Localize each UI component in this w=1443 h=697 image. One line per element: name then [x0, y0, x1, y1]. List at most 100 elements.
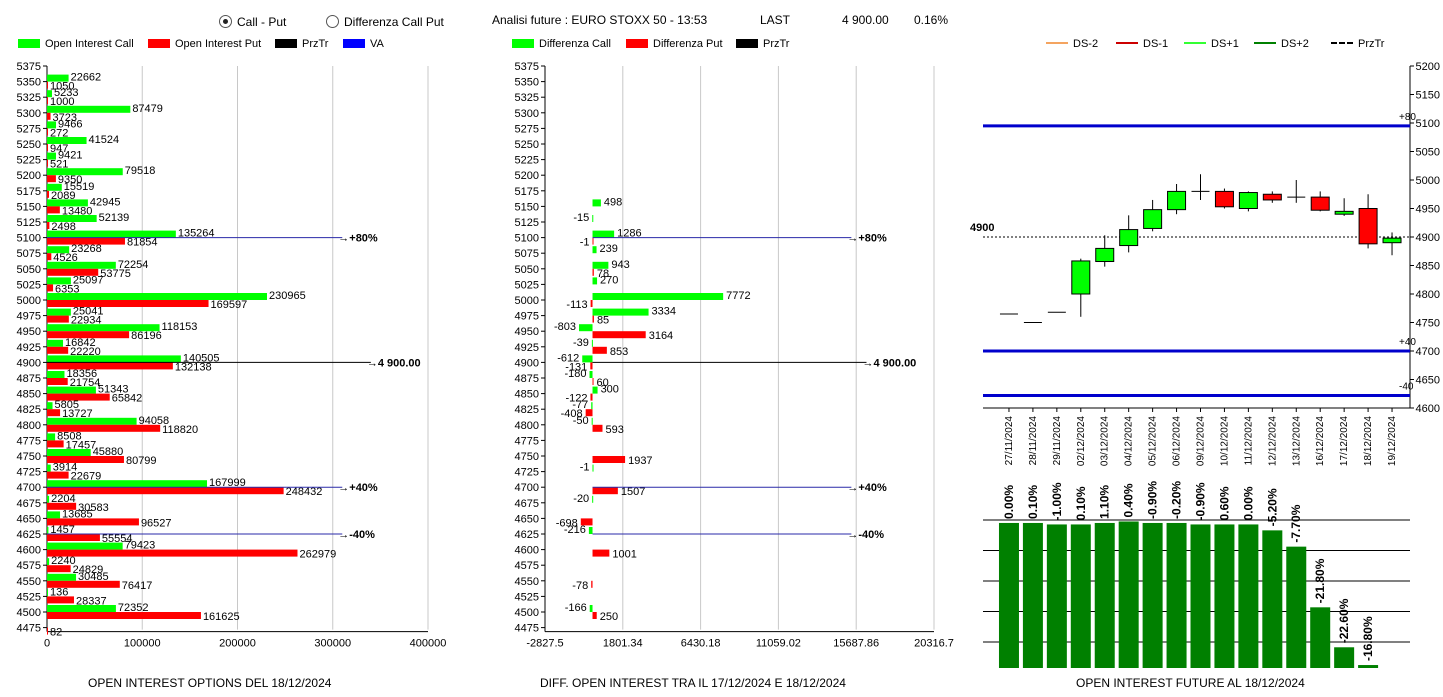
data-label-diff-put: 60 [597, 377, 609, 389]
y-tick-label: 5250 [17, 139, 41, 151]
date-tick-label: 02/12/2024 [1076, 416, 1087, 466]
bar-put [47, 424, 161, 432]
date-tick-label: 09/12/2024 [1196, 416, 1207, 466]
data-label-diff-put: -698 [556, 517, 578, 529]
candle-body [1167, 190, 1187, 211]
date-tick-label: 04/12/2024 [1124, 416, 1135, 466]
footer-chart2: DIFF. OPEN INTEREST TRA IL 17/12/2024 E … [540, 676, 846, 690]
bar-diff-put [592, 549, 610, 557]
radio-differenza[interactable]: Differenza Call Put [326, 15, 444, 29]
future-bar-label: -0.90% [1194, 482, 1208, 520]
data-label-put: 82 [50, 627, 62, 639]
bar-diff-call [592, 293, 724, 300]
level-label: +80 [1399, 112, 1416, 123]
bar-put [47, 159, 48, 167]
y-tick-label: 4800 [515, 420, 539, 432]
data-label-diff-call: 239 [600, 243, 618, 255]
data-label-put: 4526 [53, 252, 77, 264]
bar-call [47, 261, 116, 269]
legend-item: DS-2 [1046, 38, 1098, 50]
y-tick-label: 5275 [17, 123, 41, 135]
data-label-diff-call: -166 [565, 602, 587, 614]
y-tick-label: 5050 [515, 264, 539, 276]
bar-put [47, 144, 48, 151]
bar-put [47, 253, 52, 261]
przTr-label: 4900 [970, 222, 994, 234]
bar-call [47, 558, 50, 566]
future-bar-label: -16.80% [1361, 616, 1375, 661]
y-tick-label: 4900 [515, 357, 539, 369]
data-label-put: 6353 [55, 283, 79, 295]
bar-call [47, 277, 71, 285]
price-tick-label: 4950 [1416, 204, 1440, 216]
y-tick-label: 5100 [17, 233, 41, 245]
radio-call-put[interactable]: Call - Put [219, 15, 286, 29]
date-tick-label: 12/12/2024 [1267, 416, 1278, 466]
bar-diff-put [591, 580, 593, 588]
radio-differenza-label: Differenza Call Put [344, 15, 444, 29]
reference-label: →4 900.00 [367, 357, 421, 369]
radio-unchecked-icon [326, 15, 339, 28]
last-label: LAST [760, 13, 791, 27]
level-label: +40 [1399, 337, 1416, 348]
bar-put [47, 268, 99, 276]
bar-diff-put [590, 300, 593, 307]
legend-item: PrzTr [275, 38, 328, 50]
future-bar [1166, 522, 1187, 668]
legend-item: PrzTr [736, 38, 789, 50]
last-change: 0.16% [914, 13, 949, 27]
future-bar-label: 0.00% [1241, 486, 1255, 520]
bar-put [47, 97, 48, 105]
data-label-call: 18356 [66, 368, 97, 380]
legend-item: Differenza Call [512, 38, 611, 50]
data-label-put: 55554 [102, 533, 133, 545]
data-label-diff-call: 270 [600, 274, 618, 286]
bar-put [47, 331, 130, 339]
data-label-put: 947 [50, 143, 68, 155]
legend-swatch [1184, 42, 1206, 44]
y-tick-label: 4875 [17, 373, 41, 385]
data-label-call: 3914 [53, 462, 77, 474]
price-tick-label: 4900 [1416, 232, 1440, 244]
y-tick-label: 5150 [515, 201, 539, 213]
x-tick-label: 400000 [410, 638, 447, 650]
y-tick-label: 5200 [17, 170, 41, 182]
y-tick-label: 5075 [515, 248, 539, 260]
future-bar-label: -22.60% [1337, 598, 1351, 643]
legend-item: Differenza Put [626, 38, 723, 50]
y-tick-label: 4825 [515, 404, 539, 416]
legend-item: Open Interest Put [148, 38, 261, 50]
candle-body [1334, 210, 1354, 215]
bar-diff-put [592, 424, 603, 432]
bar-diff-put [592, 456, 626, 463]
x-tick-label: 11059.02 [756, 638, 801, 650]
data-label-diff-call: 300 [601, 384, 619, 396]
data-label-diff-put: 3164 [649, 330, 673, 342]
legend-swatch [1046, 42, 1068, 44]
price-tick-label: 5150 [1416, 90, 1440, 102]
bar-call [47, 433, 56, 441]
data-label-diff-call: 943 [611, 259, 629, 271]
data-label-call: 136 [50, 586, 68, 598]
y-tick-label: 5025 [17, 279, 41, 291]
candle-body [1262, 193, 1282, 201]
bar-put [47, 518, 139, 526]
bar-diff-put [592, 487, 618, 495]
reference-label: →-40% [847, 529, 884, 541]
y-tick-label: 4550 [515, 576, 539, 588]
y-tick-label: 4850 [17, 389, 41, 401]
x-tick-label: 0 [44, 638, 50, 650]
y-tick-label: 4750 [515, 451, 539, 463]
future-bar-label: -5.20% [1265, 488, 1279, 526]
bar-diff-put [592, 268, 594, 276]
price-tick-label: 5000 [1416, 175, 1440, 187]
y-tick-label: 5125 [17, 217, 41, 229]
data-label-call: 79518 [125, 165, 156, 177]
bar-diff-put [590, 393, 593, 401]
data-label-call: 51343 [98, 384, 129, 396]
analysis-title: Analisi future : EURO STOXX 50 - 13:53 [492, 13, 708, 27]
data-label-put: 65842 [112, 393, 143, 405]
x-tick-label: -2827.5 [526, 638, 563, 650]
date-tick-label: 10/12/2024 [1219, 416, 1230, 466]
